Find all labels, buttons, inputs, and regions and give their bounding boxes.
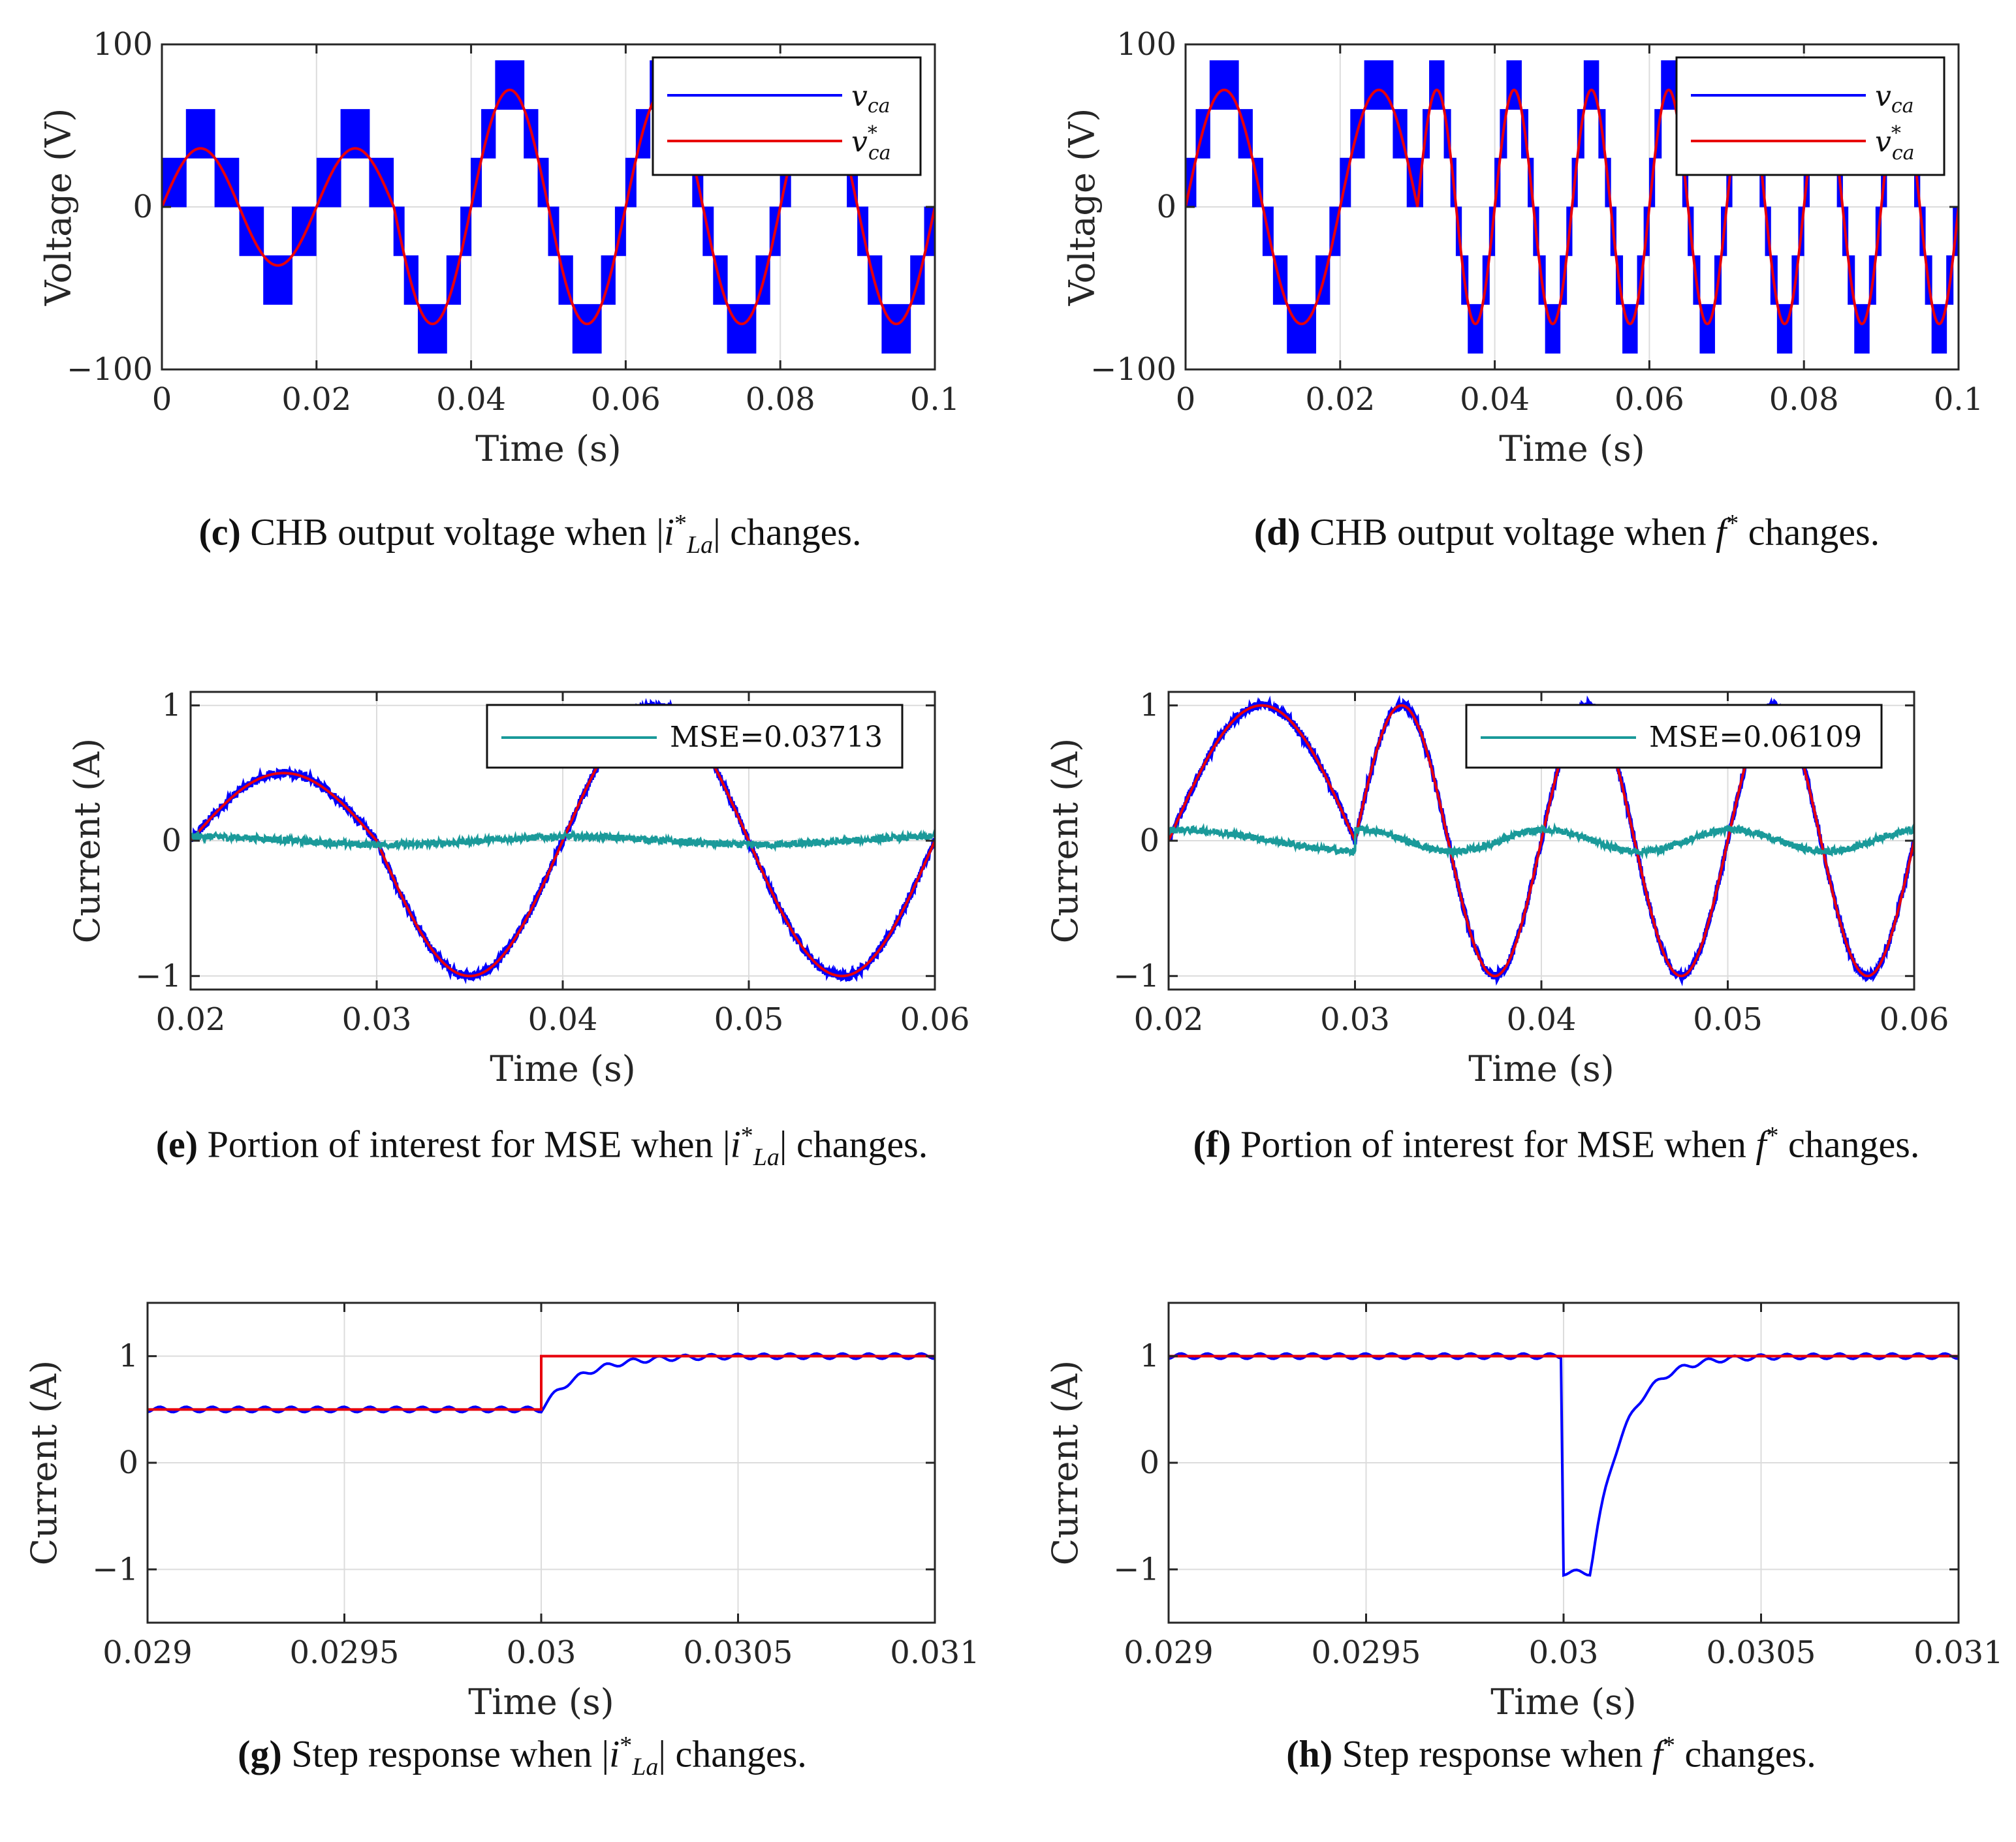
x-tick-label: 0.031 [890, 1634, 979, 1671]
y-tick-label: 0 [1139, 822, 1159, 859]
x-tick-label: 0.029 [102, 1634, 192, 1671]
plot-area-g [148, 1352, 935, 1414]
y-tick-label: 0 [1139, 1444, 1159, 1481]
x-tick-label: 0 [1176, 381, 1196, 418]
x-tick-label: 0.06 [591, 381, 661, 418]
y-tick-label: −1 [135, 958, 181, 994]
legend-box [652, 56, 922, 176]
caption-d: (d) CHB output voltage when f* changes. [1253, 510, 1880, 554]
x-tick-label: 0.02 [1305, 381, 1375, 418]
series-i_ref-line [148, 1354, 935, 1411]
legend-label-error: MSE=0.03713 [670, 721, 883, 754]
x-axis-label: Time (s) [468, 1681, 614, 1723]
caption-h: (h) Step response when f* changes. [1286, 1732, 1816, 1775]
caption-g: (g) Step response when |i*La| changes. [238, 1732, 807, 1781]
series-i_La-line [148, 1352, 935, 1414]
caption-f: (f) Portion of interest for MSE when f* … [1193, 1122, 1920, 1166]
x-tick-label: 0.1 [1934, 381, 1983, 418]
x-tick-label: 0.02 [156, 1001, 226, 1038]
x-tick-label: 0.05 [714, 1001, 784, 1038]
y-tick-label: −1 [92, 1551, 138, 1587]
caption-e: (e) Portion of interest for MSE when |i*… [155, 1122, 928, 1171]
y-tick-label: 1 [1139, 687, 1159, 724]
series-error-line [191, 828, 935, 852]
y-tick-label: 0 [1156, 189, 1176, 225]
x-tick-label: 0.06 [900, 1001, 970, 1038]
y-tick-label: −1 [1113, 1551, 1159, 1587]
y-axis-label: Voltage (V) [38, 108, 79, 307]
x-tick-label: 0.03 [1320, 1001, 1390, 1038]
x-tick-label: 0 [152, 381, 172, 418]
caption-c: (c) CHB output voltage when |i*La| chang… [198, 510, 862, 559]
x-tick-label: 0.04 [528, 1001, 598, 1038]
x-tick-label: 0.06 [1880, 1001, 1949, 1038]
legend: MSE=0.03713 [486, 704, 904, 769]
legend: MSE=0.06109 [1465, 704, 1883, 769]
y-tick-label: 0 [133, 189, 153, 225]
y-tick-label: −100 [1090, 351, 1176, 388]
y-tick-label: 1 [161, 687, 181, 724]
plot-area-h [1169, 1352, 1959, 1577]
series-error-line [1169, 822, 1914, 860]
x-tick-label: 0.04 [436, 381, 506, 418]
y-axis-label: Current (A) [1045, 738, 1086, 943]
x-tick-label: 0.0295 [290, 1634, 400, 1671]
chart-g: 0.029 0.0295 0.03 0.0305 0.031 −1 0 1 Time (s) Cu… [24, 1302, 980, 1723]
x-tick-label: 0.029 [1124, 1634, 1213, 1671]
x-tick-label: 0.03 [1529, 1634, 1599, 1671]
y-tick-label: 100 [93, 26, 153, 63]
x-tick-label: 0.0305 [1707, 1634, 1816, 1671]
y-tick-label: 0 [161, 822, 181, 859]
chart-f: 0.02 0.03 0.04 0.05 0.06 −1 0 1 Time (s) Current … [1045, 687, 1949, 1089]
y-tick-label: −1 [1113, 958, 1159, 994]
x-axis-label: Time (s) [490, 1048, 635, 1089]
x-tick-label: 0.03 [507, 1634, 576, 1671]
chart-h: 0.029 0.0295 0.03 0.0305 0.031 −1 0 1 Time (s) Cu… [1045, 1302, 2004, 1723]
y-axis-label: Current (A) [67, 738, 108, 943]
x-tick-label: 0.04 [1460, 381, 1530, 418]
x-tick-label: 0.03 [342, 1001, 412, 1038]
x-axis-label: Time (s) [1499, 428, 1645, 469]
y-axis-label: Current (A) [24, 1360, 65, 1565]
x-tick-label: 0.08 [1769, 381, 1839, 418]
x-tick-label: 0.031 [1914, 1634, 2003, 1671]
chart-e: 0.02 0.03 0.04 0.05 0.06 −1 0 1 Time (s) Current … [67, 687, 969, 1089]
y-tick-label: 100 [1116, 26, 1176, 63]
x-axis-label: Time (s) [1490, 1681, 1636, 1723]
y-tick-label: −100 [67, 351, 153, 388]
x-tick-label: 0.06 [1614, 381, 1684, 418]
x-tick-label: 0.1 [910, 381, 960, 418]
x-tick-label: 0.02 [281, 381, 351, 418]
x-axis-label: Time (s) [1468, 1048, 1614, 1089]
y-axis-label: Current (A) [1045, 1360, 1086, 1565]
x-tick-label: 0.02 [1134, 1001, 1204, 1038]
y-axis-label: Voltage (V) [1062, 108, 1103, 307]
legend-label-error: MSE=0.06109 [1649, 721, 1862, 754]
legend-box [1675, 56, 1945, 176]
x-tick-label: 0.08 [746, 381, 815, 418]
series-i_La-line [1169, 1352, 1959, 1577]
plot-area-e [191, 698, 935, 984]
x-tick-label: 0.0295 [1312, 1634, 1421, 1671]
x-tick-label: 0.04 [1507, 1001, 1577, 1038]
y-tick-label: 1 [118, 1338, 138, 1375]
x-tick-label: 0.0305 [684, 1634, 793, 1671]
series-i_ref-line [191, 704, 935, 978]
y-tick-label: 0 [118, 1444, 138, 1481]
y-tick-label: 1 [1139, 1338, 1159, 1375]
x-axis-label: Time (s) [475, 428, 621, 469]
x-tick-label: 0.05 [1693, 1001, 1763, 1038]
